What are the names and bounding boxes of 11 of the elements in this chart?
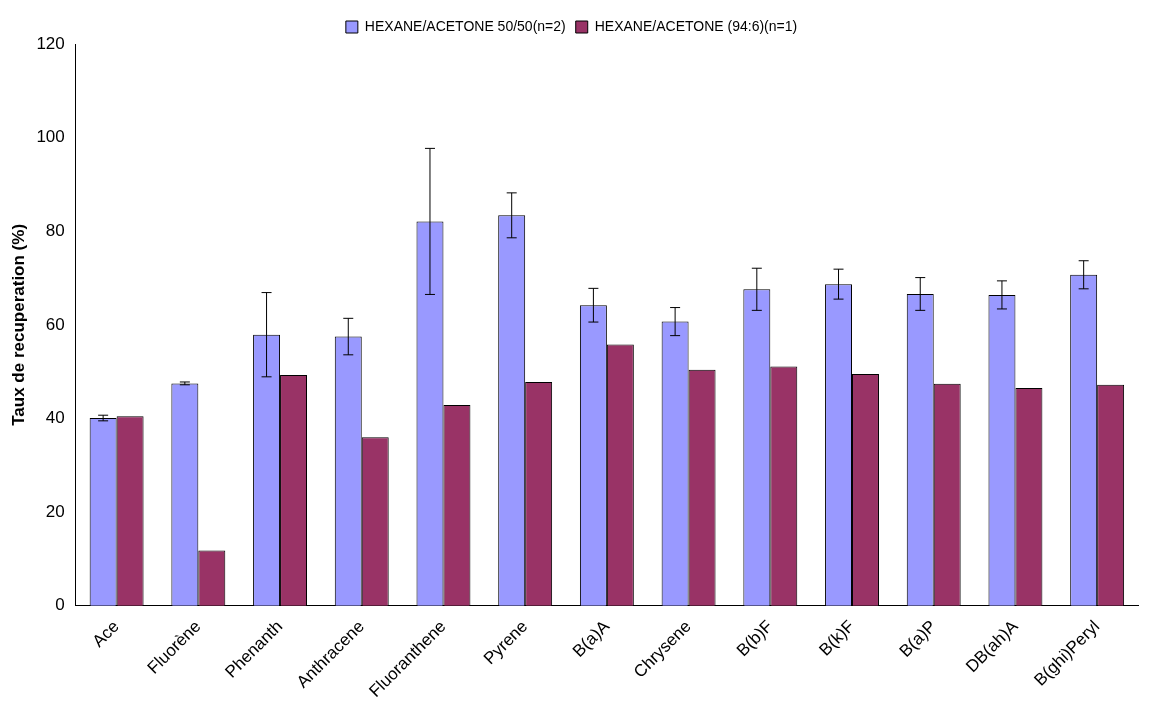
y-tick-label: 20 <box>45 501 65 521</box>
y-axis-title: Taux de recuperation (%) <box>8 223 28 426</box>
legend-label: HEXANE/ACETONE (94:6)(n=1) <box>594 17 798 34</box>
y-tick-label: 60 <box>45 314 65 334</box>
y-tick-label: 0 <box>55 595 65 615</box>
y-tick-label: 40 <box>45 408 65 428</box>
y-tick-label: 80 <box>45 220 65 240</box>
x-tick-label: Ace <box>88 616 123 651</box>
y-tick-label: 120 <box>36 33 65 53</box>
legend-label: HEXANE/ACETONE 50/50(n=2) <box>364 17 566 34</box>
y-tick-label: 100 <box>36 127 65 147</box>
